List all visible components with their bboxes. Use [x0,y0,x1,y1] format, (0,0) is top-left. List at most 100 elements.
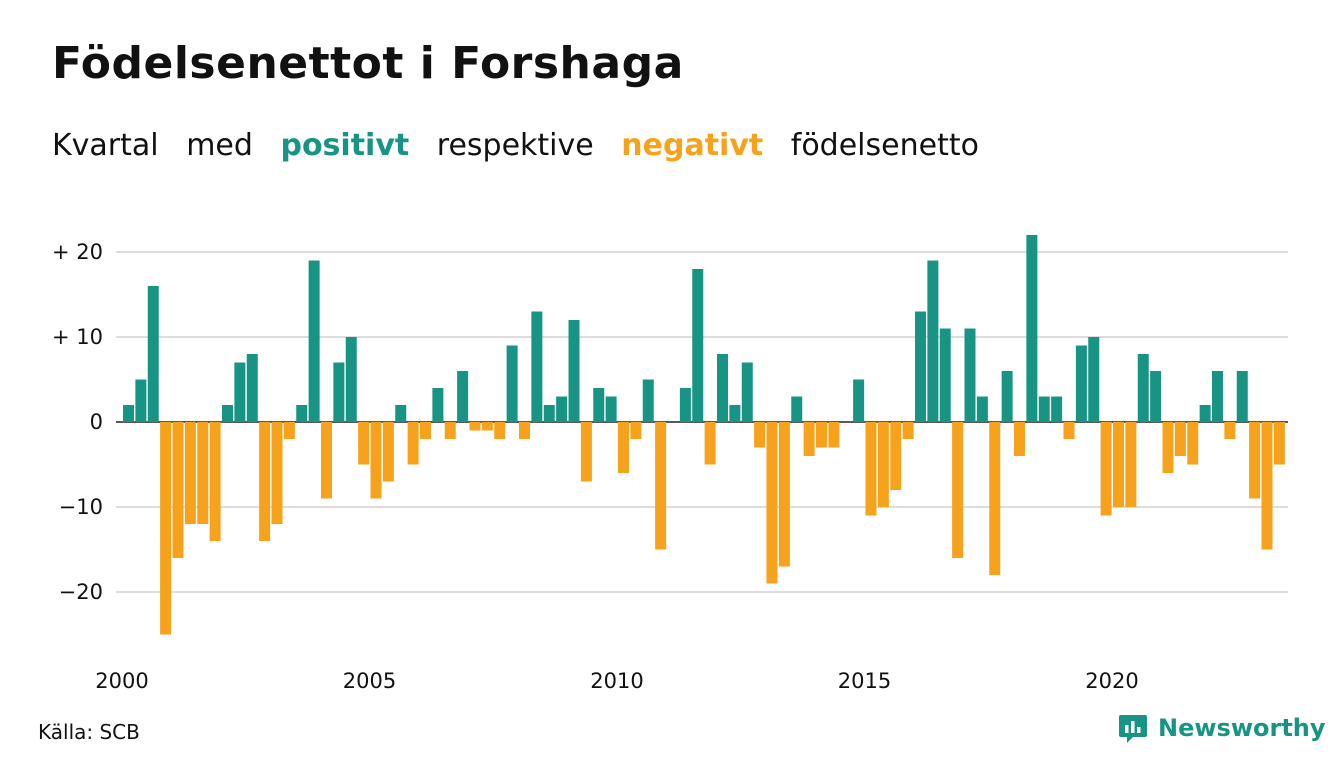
subtitle-word-med: med [186,128,253,163]
bar-negative [1063,422,1075,439]
bar-negative [358,422,370,465]
bar-positive [345,337,357,422]
y-tick-label: + 20 [52,240,103,264]
bar-positive [147,286,159,422]
x-tick-label: 2000 [95,669,148,693]
subtitle-word-fodelsenetto: födelsenetto [790,128,979,163]
bar-positive [593,388,605,422]
bar-positive [679,388,691,422]
bar-positive [123,405,134,422]
bar-negative [283,422,295,439]
bar-positive [222,405,233,422]
bar-positive [729,405,741,422]
bar-positive [135,379,147,422]
bar-negative [271,422,283,524]
page-title: Födelsenettot i Forshaga [52,38,684,89]
bar-positive [556,396,568,422]
bar-negative [902,422,914,439]
subtitle-positive: positivt [280,128,410,163]
subtitle: Kvartal med positivt respektive negativt… [52,128,997,163]
bar-negative [1174,422,1186,456]
bar-negative [877,422,889,507]
bar-positive [605,396,617,422]
bar-positive [1088,337,1100,422]
bar-positive [1212,371,1223,422]
bars [123,235,1285,635]
bar-positive [506,345,518,422]
bar-negative [420,422,431,439]
bar-negative [1162,422,1174,473]
y-axis-ticks: + 20 + 10 0 −10 −20 [52,240,103,604]
bar-positive [395,405,407,422]
bar-positive [1236,371,1248,422]
x-tick-label: 2005 [343,669,396,693]
bar-negative [1249,422,1261,499]
bar-positive [296,405,308,422]
subtitle-negative: negativt [621,128,764,163]
bar-positive [717,354,728,422]
bar-positive [568,320,580,422]
bar-negative [494,422,506,439]
bar-positive [1137,354,1149,422]
bar-negative [890,422,902,490]
bar-negative [1224,422,1236,439]
bar-negative [209,422,221,541]
source-note: Källa: SCB [38,720,140,744]
bar-negative [1014,422,1025,456]
y-tick-label: −20 [59,580,103,604]
bar-negative [370,422,382,499]
bar-negative [580,422,592,482]
bar-negative [1100,422,1112,516]
x-tick-label: 2015 [838,669,891,693]
bar-negative [382,422,394,482]
subtitle-word-kvartal: Kvartal [52,128,159,163]
bar-negative [519,422,530,439]
bar-negative [1113,422,1124,507]
bar-positive [853,379,865,422]
bar-positive [927,260,939,422]
y-tick-label: + 10 [52,325,103,349]
bar-negative [754,422,766,448]
bar-negative [803,422,815,456]
x-tick-label: 2010 [590,669,643,693]
bar-negative [778,422,790,567]
bar-negative [481,422,493,431]
bar-positive [1038,396,1050,422]
newsworthy-logo-icon [1119,715,1147,743]
subtitle-word-respektive: respektive [436,128,594,163]
bar-negative [704,422,716,465]
bar-negative [1125,422,1137,507]
bar-positive [246,354,258,422]
bar-positive [915,311,926,422]
bar-negative [865,422,877,516]
bar-positive [1001,371,1013,422]
bar-negative [172,422,184,558]
bar-positive [234,362,246,422]
bar-negative [321,422,332,499]
bar-positive [1075,345,1087,422]
bar-positive [642,379,654,422]
bar-negative [828,422,840,448]
bar-positive [457,371,469,422]
bar-negative [197,422,209,524]
bar-negative [989,422,1001,575]
bar-positive [964,328,976,422]
bar-negative [444,422,456,439]
bar-positive [1150,371,1162,422]
bar-negative [655,422,667,550]
x-tick-label: 2020 [1085,669,1138,693]
brand-logo[interactable]: Newsworthy [1118,712,1326,744]
bar-negative [184,422,196,524]
bar-negative [1187,422,1199,465]
bar-negative [630,422,642,439]
bar-negative [952,422,964,558]
bar-negative [1261,422,1273,550]
bar-positive [791,396,803,422]
bar-chart: + 20 + 10 0 −10 −20 2000 2005 2010 2015 2020 [52,235,1288,693]
bar-positive [976,396,988,422]
bar-positive [432,388,444,422]
bar-positive [1026,235,1038,422]
bar-negative [1273,422,1285,465]
y-tick-label: −10 [59,495,103,519]
bar-negative [407,422,419,465]
